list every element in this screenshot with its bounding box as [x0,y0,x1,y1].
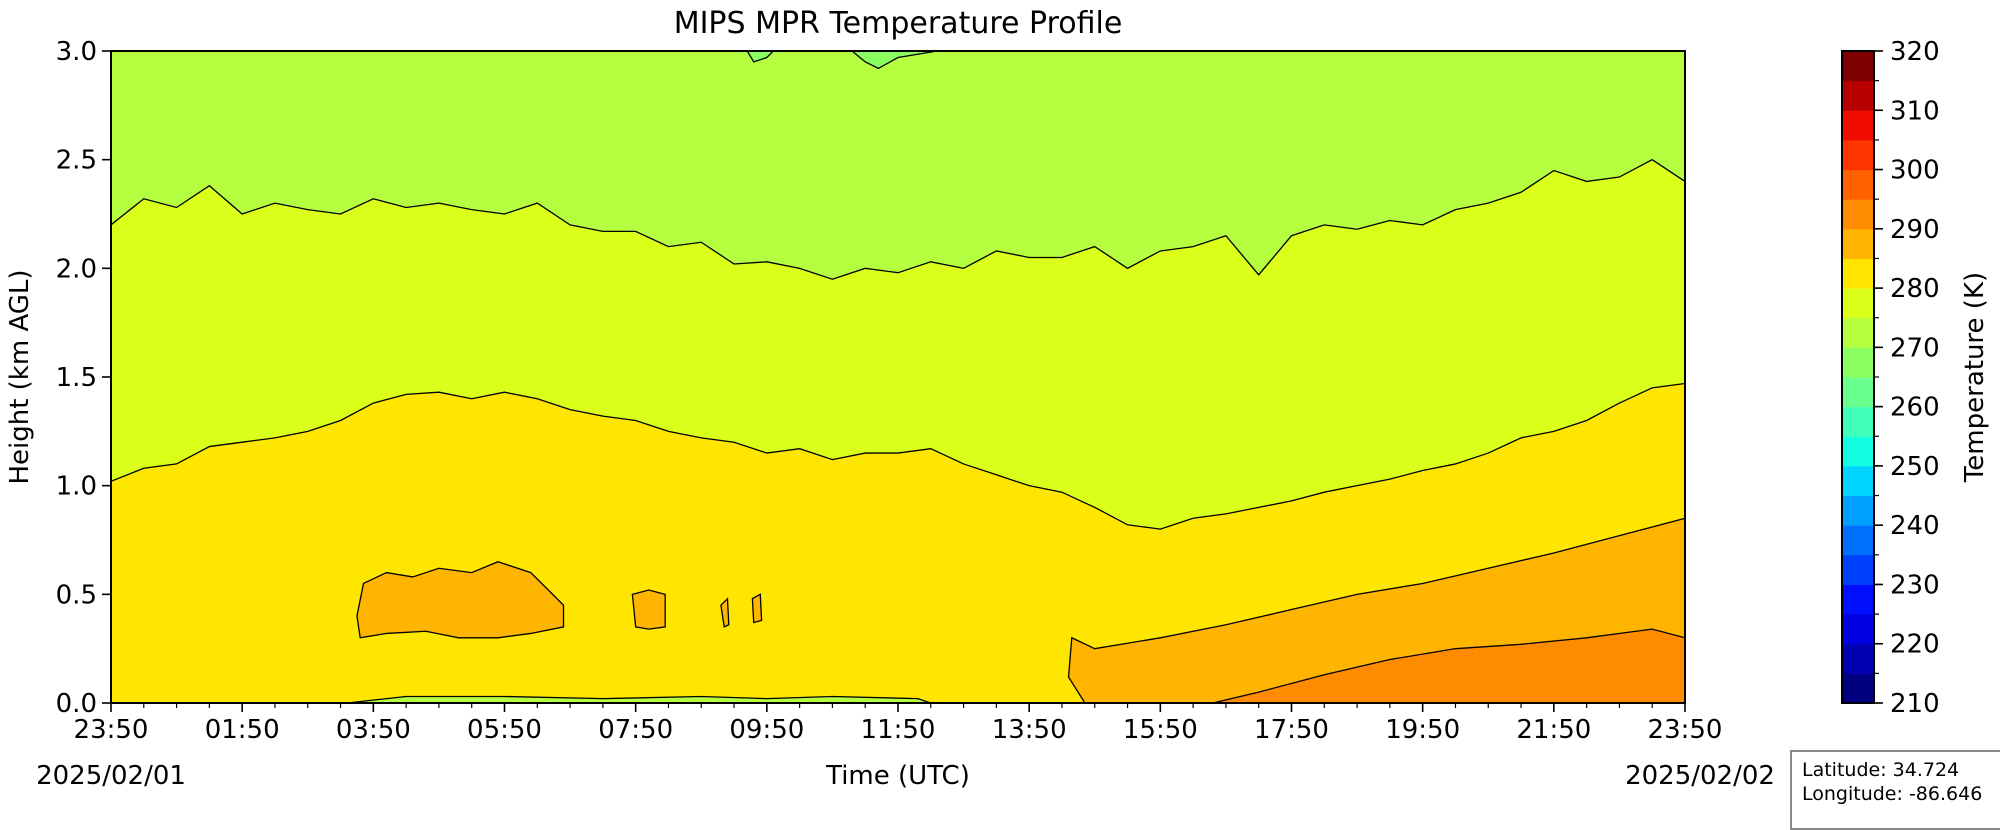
colorbar-tick-label: 210 [1890,689,1940,719]
y-tick-label: 2.0 [56,254,97,284]
end-date-label: 2025/02/02 [1625,761,1775,791]
contour-region-285-7 [751,593,763,624]
colorbar-segment [1842,288,1874,319]
colorbar-label: Temperature (K) [1960,272,1990,483]
colorbar-segment [1842,495,1874,526]
x-axis-label: Time (UTC) [825,761,970,791]
colorbar-tick-label: 320 [1890,37,1940,67]
colorbar-tick-label: 300 [1890,156,1940,186]
colorbar-tick-label: 230 [1890,570,1940,600]
colorbar-segment [1842,554,1874,585]
colorbar-tick-label: 260 [1890,393,1940,423]
colorbar-frame [1841,50,1875,704]
x-tick-label: 19:50 [1385,715,1460,745]
longitude-text: Longitude: -86.646 [1802,783,1983,805]
colorbar-segment [1842,614,1874,645]
colorbar-segment [1842,258,1874,289]
x-tick-label: 01:50 [205,715,280,745]
x-tick-label: 07:50 [598,715,673,745]
latitude-text: Latitude: 34.724 [1802,759,1960,781]
colorbar-tick-label: 280 [1890,274,1940,304]
x-tick-label: 11:50 [861,715,936,745]
x-tick-label: 13:50 [992,715,1067,745]
colorbar-segment [1842,436,1874,467]
colorbar-segment [1842,139,1874,171]
axes: 23:50 01:50 03:50 05:50 07:50 09:50 11:50 13:50… [56,37,1723,745]
station-info-box: Latitude: 34.724 Longitude: -86.646 [1790,750,2000,830]
contour-region-265-9 [746,51,775,63]
y-tick-label: 0.5 [56,580,97,610]
y-axis-label: Height (km AGL) [5,269,35,484]
x-tick-label: 17:50 [1254,715,1329,745]
colorbar-tick-label: 220 [1890,630,1940,660]
x-tick-label: 09:50 [729,715,804,745]
colorbar: 210 220 230 240 250 260 270 280 290 300 310 320 [1841,37,1940,719]
plot-area [111,51,1685,703]
colorbar-tick-label: 240 [1890,511,1940,541]
contour-line-275 [111,158,1685,280]
colorbar-segment [1842,317,1874,348]
colorbar-segment [1842,51,1874,82]
colorbar-tick-label: 310 [1890,96,1940,126]
colorbar-segment [1842,673,1874,704]
colorbar-segment [1842,110,1874,141]
x-tick-label: 05:50 [467,715,542,745]
x-tick-label: 23:50 [1648,715,1723,745]
chart-title: MIPS MPR Temperature Profile [674,6,1123,41]
x-tick-label: 03:50 [336,715,411,745]
contour-layer [111,51,1685,703]
colorbar-segment [1842,584,1874,615]
colorbar-tick-label: 250 [1890,452,1940,482]
contour-region-285-4 [356,561,565,639]
x-tick-label: 15:50 [1123,715,1198,745]
y-tick-label: 3.0 [56,37,97,67]
colorbar-tick-label: 290 [1890,215,1940,245]
x-tick-label: 21:50 [1516,715,1591,745]
colorbar-tick-label: 270 [1890,333,1940,363]
contour-region-290-3 [1212,628,1685,703]
x-tick-label: 23:50 [74,715,149,745]
y-tick-label: 0.0 [56,689,97,719]
colorbar-segment [1842,406,1874,437]
colorbar-segment [1842,169,1874,200]
y-tick-label: 1.5 [56,363,97,393]
colorbar-segment [1842,465,1874,497]
contour-region-285-5 [631,589,666,630]
colorbar-segment [1842,377,1874,408]
contour-region-265-10 [851,51,938,70]
contour-region-285-6 [720,597,730,628]
contour-region-270-8 [347,695,931,703]
colorbar-segment [1842,525,1874,556]
temperature-contour-chart: 23:50 01:50 03:50 05:50 07:50 09:50 11:50 13:50… [5,6,1990,791]
colorbar-segment [1842,228,1874,259]
colorbar-segment [1842,643,1874,674]
start-date-label: 2025/02/01 [36,761,186,791]
y-tick-label: 2.5 [56,146,97,176]
colorbar-segment [1842,199,1874,230]
contour-line-280 [111,382,1685,530]
colorbar-segment [1842,347,1874,378]
colorbar-segment [1842,80,1874,111]
y-tick-label: 1.0 [56,472,97,502]
